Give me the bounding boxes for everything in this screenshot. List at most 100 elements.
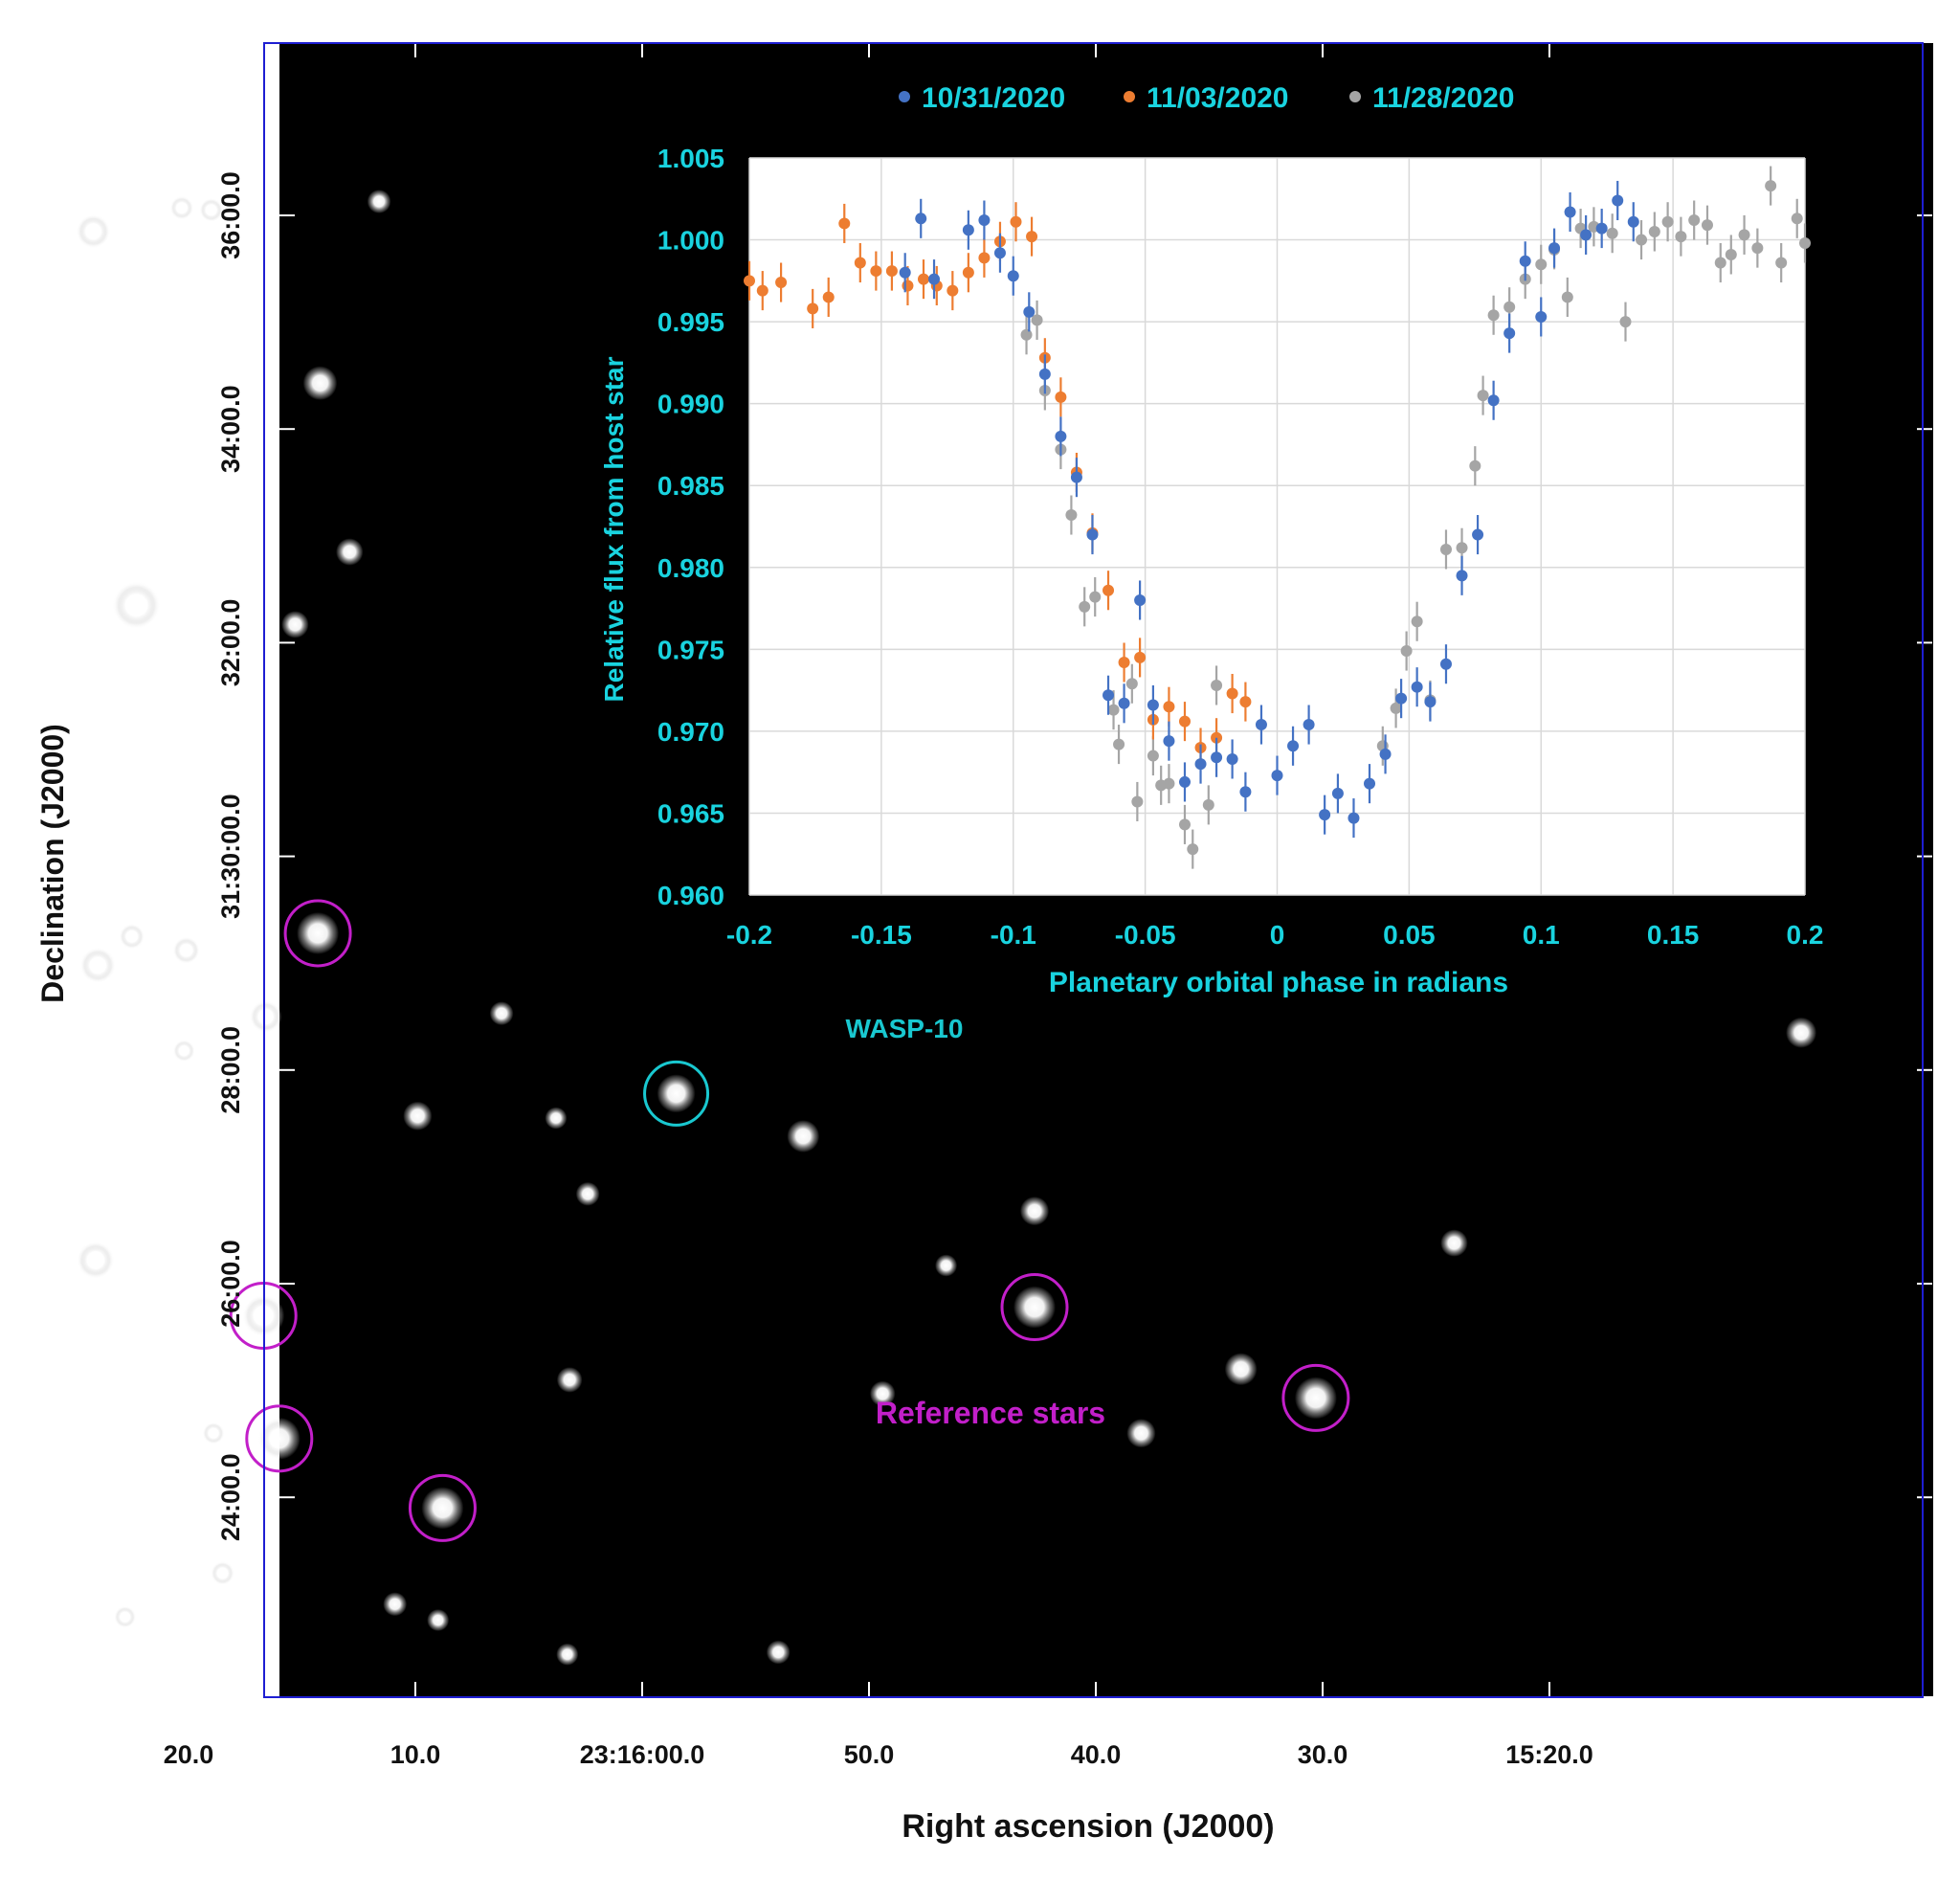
y-tick-label: 0.960 [657, 881, 724, 910]
data-point [1007, 270, 1019, 282]
data-point [1648, 226, 1660, 237]
x-axis-label: Planetary orbital phase in radians [1049, 967, 1508, 998]
data-point [870, 265, 882, 278]
star [112, 581, 161, 630]
data-point [1364, 777, 1376, 790]
y-axis-label: Relative flux from host star [599, 356, 629, 702]
data-point [1535, 258, 1548, 271]
star [489, 1001, 514, 1026]
reference-star-rings [229, 899, 1350, 1542]
star [199, 198, 224, 222]
data-point [978, 252, 991, 264]
dec-tick-label: 24:00.0 [216, 1453, 245, 1541]
data-point [1178, 818, 1191, 831]
star [383, 1592, 408, 1617]
data-point [1239, 696, 1252, 708]
data-point [928, 273, 941, 285]
reference-star-ring [1000, 1273, 1069, 1342]
dec-tick-label: 34:00.0 [216, 385, 245, 473]
legend: 10/31/2020 11/03/2020 11/28/2020 [899, 82, 1515, 114]
data-points [744, 166, 1811, 869]
data-point [1751, 242, 1764, 255]
star [169, 195, 194, 220]
star [202, 1422, 225, 1444]
wasp-10-label: WASP-10 [846, 1014, 964, 1043]
y-tick-label: 1.000 [657, 226, 724, 256]
reference-stars-label: Reference stars [876, 1396, 1105, 1430]
star [119, 924, 145, 950]
data-point [838, 217, 851, 230]
data-point [744, 275, 755, 287]
star [79, 947, 116, 984]
data-point [1118, 657, 1130, 669]
y-tick-label: 0.980 [657, 553, 724, 583]
data-point [1065, 509, 1078, 522]
data-point [1472, 528, 1484, 541]
star [336, 538, 364, 566]
data-point [1738, 229, 1750, 241]
data-point [1319, 809, 1331, 821]
data-point [1439, 658, 1452, 670]
data-point [1390, 702, 1402, 714]
star [172, 936, 200, 965]
x-tick-label: 0 [1270, 920, 1285, 950]
data-point [1564, 206, 1576, 218]
data-point [1636, 234, 1648, 246]
star [575, 1181, 600, 1206]
data-point [1131, 795, 1144, 808]
dec-tick-label: 32:00.0 [216, 599, 245, 687]
data-point [899, 266, 911, 279]
star [172, 1040, 195, 1063]
legend-marker [1124, 91, 1135, 102]
data-point [1178, 775, 1191, 788]
star [403, 1101, 433, 1131]
legend-label: 11/03/2020 [1147, 82, 1289, 114]
y-tick-labels: 0.960 0.965 0.970 0.975 0.980 0.985 0.990 0.995… [657, 144, 724, 910]
data-point [1688, 214, 1701, 227]
dec-tick-label: 28:00.0 [216, 1026, 245, 1114]
data-point [1456, 542, 1468, 554]
data-point [1211, 679, 1223, 691]
data-point [1125, 678, 1138, 690]
data-point [1469, 459, 1481, 472]
star [281, 611, 309, 638]
data-point [1055, 391, 1067, 403]
data-point [854, 257, 866, 269]
star [1126, 1419, 1156, 1448]
data-point [1211, 751, 1223, 764]
x-tick-label: 0.2 [1787, 920, 1824, 950]
data-point [1661, 215, 1674, 228]
data-point [1089, 591, 1102, 603]
data-point [1107, 704, 1120, 716]
x-tick-label: 0.1 [1523, 920, 1560, 950]
dec-tick-label: 26:00.0 [216, 1240, 245, 1328]
star [556, 1367, 583, 1393]
ra-tick-label: 40.0 [1071, 1740, 1122, 1769]
grid-lines [748, 157, 1806, 896]
data-point [1765, 180, 1777, 192]
data-point [1503, 327, 1516, 340]
data-point [1102, 584, 1115, 596]
reference-star [1013, 1286, 1057, 1329]
data-point [1055, 430, 1067, 442]
data-point [775, 277, 788, 289]
x-tick-label: -0.1 [991, 920, 1036, 950]
x-tick-label: -0.05 [1115, 920, 1176, 950]
dec-tick-label: 36:00.0 [216, 171, 245, 259]
data-point [1424, 696, 1437, 708]
data-point [1725, 248, 1737, 260]
data-point [993, 247, 1006, 259]
target-star [657, 1074, 696, 1113]
data-point [1503, 301, 1516, 313]
dec-tick-labels: 36:00.0 34:00.0 32:00.0 31:30:00.0 28:00.0 26… [216, 171, 245, 1541]
star [427, 1609, 450, 1632]
data-point [1701, 219, 1713, 232]
data-point [1086, 528, 1099, 541]
data-point [1619, 316, 1632, 328]
y-tick-label: 1.005 [657, 144, 724, 173]
y-tick-label: 0.990 [657, 390, 724, 419]
reference-star-ring [283, 899, 352, 968]
target-ring [643, 1060, 710, 1127]
data-point [1535, 310, 1548, 323]
